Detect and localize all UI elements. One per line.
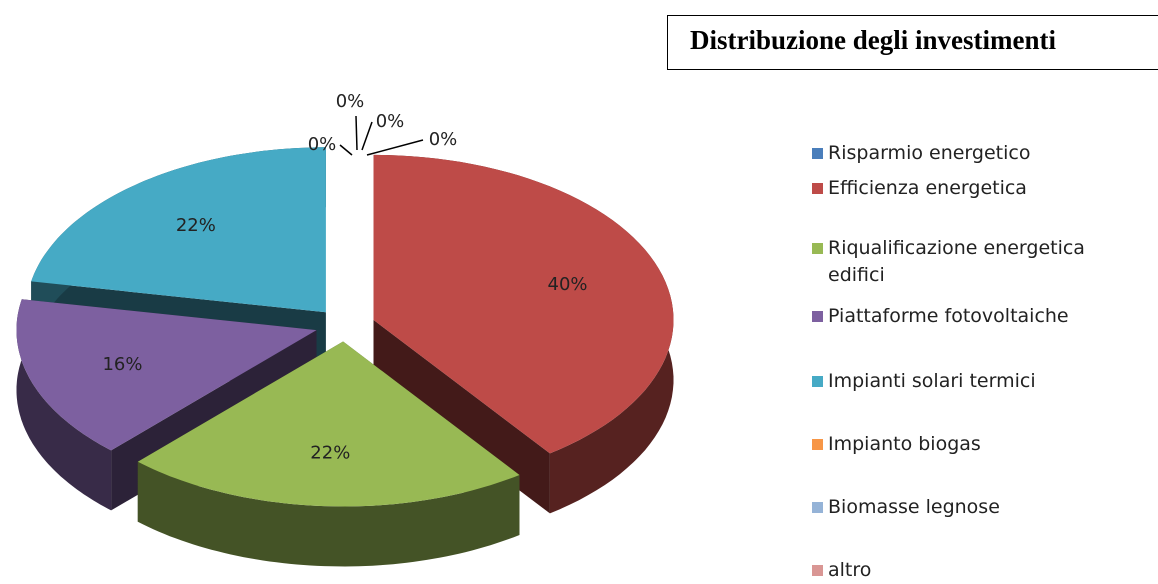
legend-swatch xyxy=(812,565,823,576)
legend-label: Impianto biogas xyxy=(828,433,981,455)
data-label: 22% xyxy=(310,442,350,463)
legend-label: Impianti solari termici xyxy=(828,370,1036,392)
data-label: 16% xyxy=(102,354,142,375)
legend-item: Biomasse legnose xyxy=(812,496,1128,521)
slice-side xyxy=(137,461,520,567)
legend-swatch xyxy=(812,243,823,254)
legend-item: Riqualificazione energetica edifici xyxy=(812,237,1128,289)
legend-label: Riqualificazione energetica edifici xyxy=(828,237,1085,286)
slice xyxy=(373,154,674,454)
legend-item: Efficienza energetica xyxy=(812,177,1128,202)
legend-item: altro xyxy=(812,559,1128,584)
slice-side xyxy=(16,299,112,511)
legend-item: Risparmio energetico xyxy=(812,142,1128,167)
legend-swatch xyxy=(812,148,823,159)
slice xyxy=(137,341,520,507)
data-label: 0% xyxy=(308,134,337,155)
legend-label: altro xyxy=(828,559,872,581)
title-box xyxy=(667,15,1158,70)
data-label: 0% xyxy=(336,91,365,112)
legend-item: Impianto biogas xyxy=(812,433,1128,458)
data-label: 22% xyxy=(176,215,216,236)
data-label: 40% xyxy=(548,274,588,295)
legend-label: Efficienza energetica xyxy=(828,177,1027,199)
leader-line xyxy=(361,121,373,151)
data-label: 0% xyxy=(429,129,458,150)
leader-line xyxy=(339,144,353,156)
leader-line xyxy=(355,115,358,151)
legend-label: Biomasse legnose xyxy=(828,496,1000,518)
slice xyxy=(16,299,317,451)
legend-swatch xyxy=(812,311,823,322)
chart-title: Distribuzione degli investimenti xyxy=(690,25,1056,55)
data-label: 0% xyxy=(376,111,405,132)
legend-swatch xyxy=(812,439,823,450)
leader-line xyxy=(366,139,424,156)
legend-swatch xyxy=(812,502,823,513)
slice xyxy=(31,147,326,313)
legend-swatch xyxy=(812,376,823,387)
legend-swatch xyxy=(812,183,823,194)
legend-label: Piattaforme fotovoltaiche xyxy=(828,305,1069,327)
legend-item: Piattaforme fotovoltaiche xyxy=(812,305,1128,330)
legend-label: Risparmio energetico xyxy=(828,142,1031,164)
legend-item: Impianti solari termici xyxy=(812,370,1128,395)
